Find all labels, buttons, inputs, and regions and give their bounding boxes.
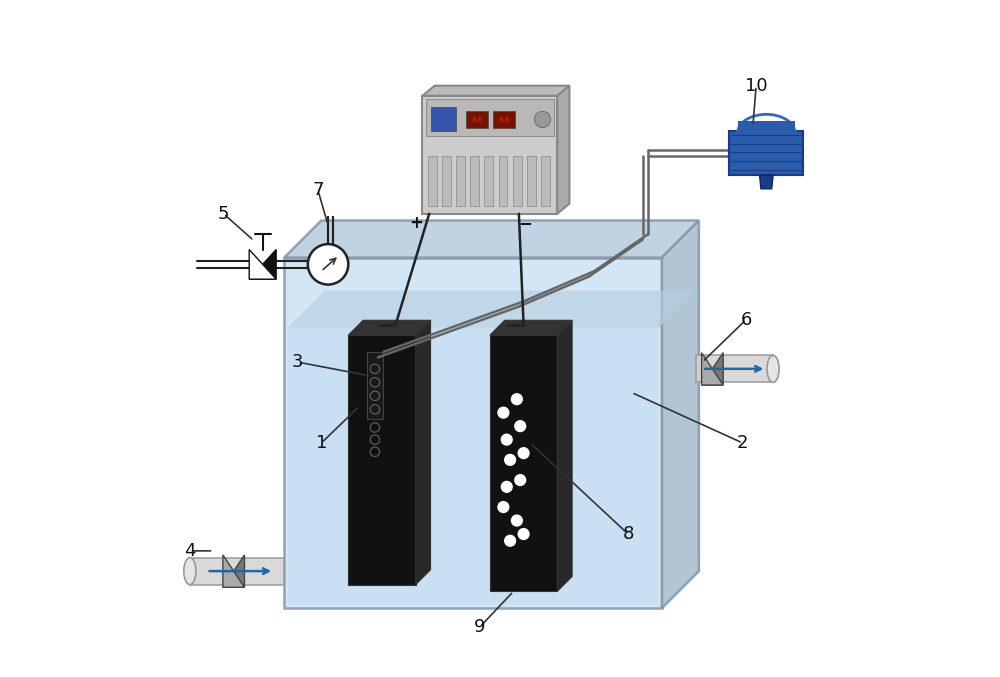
Text: 8: 8 — [622, 525, 634, 543]
FancyBboxPatch shape — [513, 156, 522, 206]
FancyBboxPatch shape — [484, 156, 493, 206]
Polygon shape — [284, 257, 662, 608]
Circle shape — [511, 394, 522, 405]
FancyBboxPatch shape — [442, 156, 451, 206]
FancyBboxPatch shape — [456, 156, 465, 206]
Circle shape — [308, 244, 348, 284]
Text: 6: 6 — [740, 311, 752, 328]
Polygon shape — [288, 328, 658, 605]
Polygon shape — [662, 221, 699, 608]
Text: 2: 2 — [737, 434, 748, 452]
FancyBboxPatch shape — [493, 111, 515, 128]
Circle shape — [515, 420, 526, 431]
FancyBboxPatch shape — [466, 111, 488, 128]
Text: 4: 4 — [184, 542, 196, 560]
FancyBboxPatch shape — [426, 99, 554, 136]
Polygon shape — [557, 320, 572, 591]
Circle shape — [518, 447, 529, 458]
Text: −: − — [519, 213, 533, 232]
Polygon shape — [190, 558, 284, 585]
Text: 9: 9 — [474, 618, 486, 636]
Text: 10: 10 — [745, 77, 768, 95]
Polygon shape — [760, 175, 773, 189]
Ellipse shape — [767, 355, 779, 383]
Polygon shape — [249, 250, 276, 279]
Text: +: + — [409, 213, 423, 232]
Circle shape — [501, 481, 512, 492]
Polygon shape — [249, 250, 276, 279]
FancyBboxPatch shape — [541, 156, 550, 206]
Polygon shape — [490, 335, 557, 591]
Polygon shape — [658, 284, 696, 328]
Polygon shape — [738, 121, 795, 133]
FancyBboxPatch shape — [367, 352, 383, 420]
Polygon shape — [348, 320, 431, 335]
Polygon shape — [696, 355, 773, 383]
Ellipse shape — [184, 558, 196, 585]
Text: 7: 7 — [312, 181, 324, 199]
Circle shape — [534, 111, 551, 127]
FancyBboxPatch shape — [499, 156, 507, 206]
Polygon shape — [422, 86, 569, 95]
Polygon shape — [557, 86, 569, 214]
FancyBboxPatch shape — [527, 156, 536, 206]
Circle shape — [515, 475, 526, 485]
Text: 8.8: 8.8 — [498, 117, 510, 123]
Circle shape — [505, 454, 516, 465]
Circle shape — [518, 529, 529, 540]
Circle shape — [498, 502, 509, 512]
Circle shape — [498, 408, 509, 418]
Polygon shape — [490, 320, 572, 335]
Polygon shape — [288, 290, 696, 328]
FancyBboxPatch shape — [431, 107, 456, 131]
FancyBboxPatch shape — [470, 156, 479, 206]
FancyBboxPatch shape — [428, 156, 437, 206]
Polygon shape — [416, 320, 431, 585]
Polygon shape — [702, 353, 723, 385]
Polygon shape — [223, 555, 244, 587]
Polygon shape — [729, 131, 803, 175]
Polygon shape — [223, 555, 244, 587]
Polygon shape — [284, 221, 699, 257]
Text: 3: 3 — [292, 353, 303, 371]
Circle shape — [505, 536, 516, 546]
Circle shape — [511, 515, 522, 526]
FancyBboxPatch shape — [422, 95, 557, 214]
Text: 8.8: 8.8 — [471, 117, 483, 123]
Polygon shape — [348, 335, 416, 585]
Text: 5: 5 — [218, 204, 229, 223]
Polygon shape — [702, 353, 723, 385]
Circle shape — [501, 434, 512, 445]
Text: 1: 1 — [316, 434, 327, 452]
